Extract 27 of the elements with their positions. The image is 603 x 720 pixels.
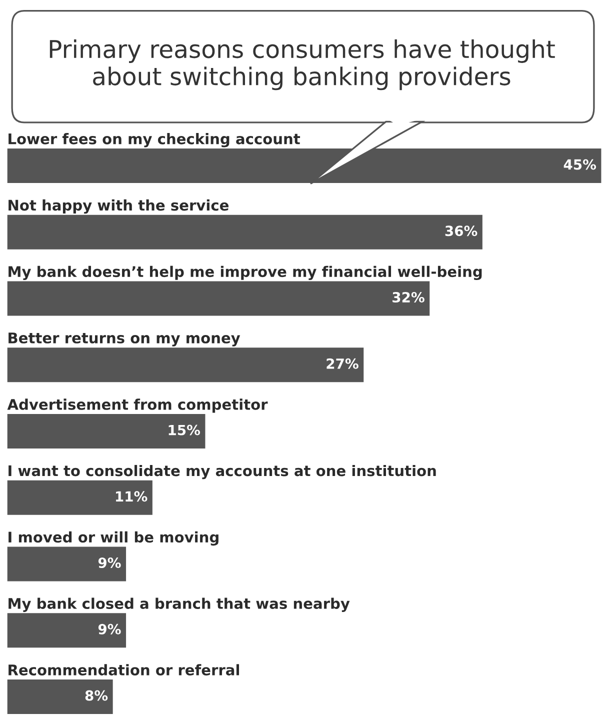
bar xyxy=(7,348,364,382)
y-tick-label: My bank closed a branch that was nearby xyxy=(8,598,350,612)
bar xyxy=(7,414,206,449)
data-label: 9% xyxy=(98,624,121,634)
data-label: 9% xyxy=(98,558,121,568)
y-tick-label: Better returns on my money xyxy=(8,332,240,346)
data-label: 32% xyxy=(392,292,424,303)
data-label: 27% xyxy=(326,358,358,369)
y-tick-label: Recommendation or referral xyxy=(8,664,240,676)
chart-title: Primary reasons consumers have thought about switching banking providers xyxy=(50,39,555,90)
bar xyxy=(7,281,430,316)
data-label: 36% xyxy=(445,226,478,236)
data-label: 45% xyxy=(564,159,596,170)
bar xyxy=(7,546,126,582)
y-tick-label: Advertisement from competitor xyxy=(7,398,268,413)
data-label: 11% xyxy=(116,491,148,502)
y-tick-label: Not happy with the service xyxy=(8,199,229,214)
y-tick-label: I want to consolidate my accounts at one institution xyxy=(8,464,436,480)
data-label: 8% xyxy=(85,690,108,701)
data-label: 15% xyxy=(168,424,200,436)
bar xyxy=(7,680,113,714)
y-tick-label: Lower fees on my checking account xyxy=(8,133,300,148)
y-tick-label: My bank doesn’t help me improve my financial well-being xyxy=(8,266,482,280)
bar xyxy=(7,613,126,648)
y-tick-label: I moved or will be moving xyxy=(8,531,218,546)
bar xyxy=(7,214,482,250)
bar xyxy=(7,480,152,515)
